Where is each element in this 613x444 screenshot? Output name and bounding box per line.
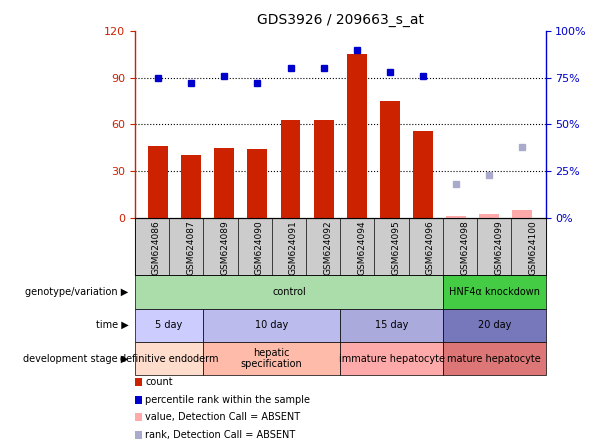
Text: hepatic
specification: hepatic specification [241,348,303,369]
Text: 15 day: 15 day [375,320,408,330]
Text: development stage ▶: development stage ▶ [23,353,129,364]
Text: GSM624092: GSM624092 [323,220,332,275]
Bar [181,155,201,218]
Text: GSM624096: GSM624096 [426,220,435,275]
Bar [512,210,532,218]
Bar [446,216,466,218]
Text: 10 day: 10 day [255,320,288,330]
Text: GSM624094: GSM624094 [357,220,367,275]
Text: GSM624087: GSM624087 [186,220,195,275]
Bar [281,120,300,218]
Text: control: control [272,287,306,297]
Text: GSM624098: GSM624098 [460,220,469,275]
Text: mature hepatocyte: mature hepatocyte [447,353,541,364]
Bar [314,120,333,218]
Text: GSM624090: GSM624090 [254,220,264,275]
Text: genotype/variation ▶: genotype/variation ▶ [26,287,129,297]
Text: GSM624100: GSM624100 [528,220,538,275]
Text: GSM624095: GSM624095 [392,220,400,275]
Text: percentile rank within the sample: percentile rank within the sample [145,395,310,404]
Text: GSM624099: GSM624099 [494,220,503,275]
Text: GSM624086: GSM624086 [152,220,161,275]
Bar [148,146,168,218]
Text: immature hepatocyte: immature hepatocyte [338,353,444,364]
Bar [248,149,267,218]
Bar [380,101,400,218]
Text: GSM624089: GSM624089 [221,220,229,275]
Text: HNF4α knockdown: HNF4α knockdown [449,287,539,297]
Bar [347,55,367,218]
Bar [413,131,433,218]
Text: rank, Detection Call = ABSENT: rank, Detection Call = ABSENT [145,430,295,440]
Text: 5 day: 5 day [156,320,183,330]
Title: GDS3926 / 209663_s_at: GDS3926 / 209663_s_at [257,13,424,27]
Text: 20 day: 20 day [478,320,511,330]
Text: definitive endoderm: definitive endoderm [120,353,218,364]
Text: time ▶: time ▶ [96,320,129,330]
Text: GSM624091: GSM624091 [289,220,298,275]
Text: value, Detection Call = ABSENT: value, Detection Call = ABSENT [145,412,300,422]
Bar [215,148,234,218]
Bar [479,214,499,218]
Text: count: count [145,377,173,387]
